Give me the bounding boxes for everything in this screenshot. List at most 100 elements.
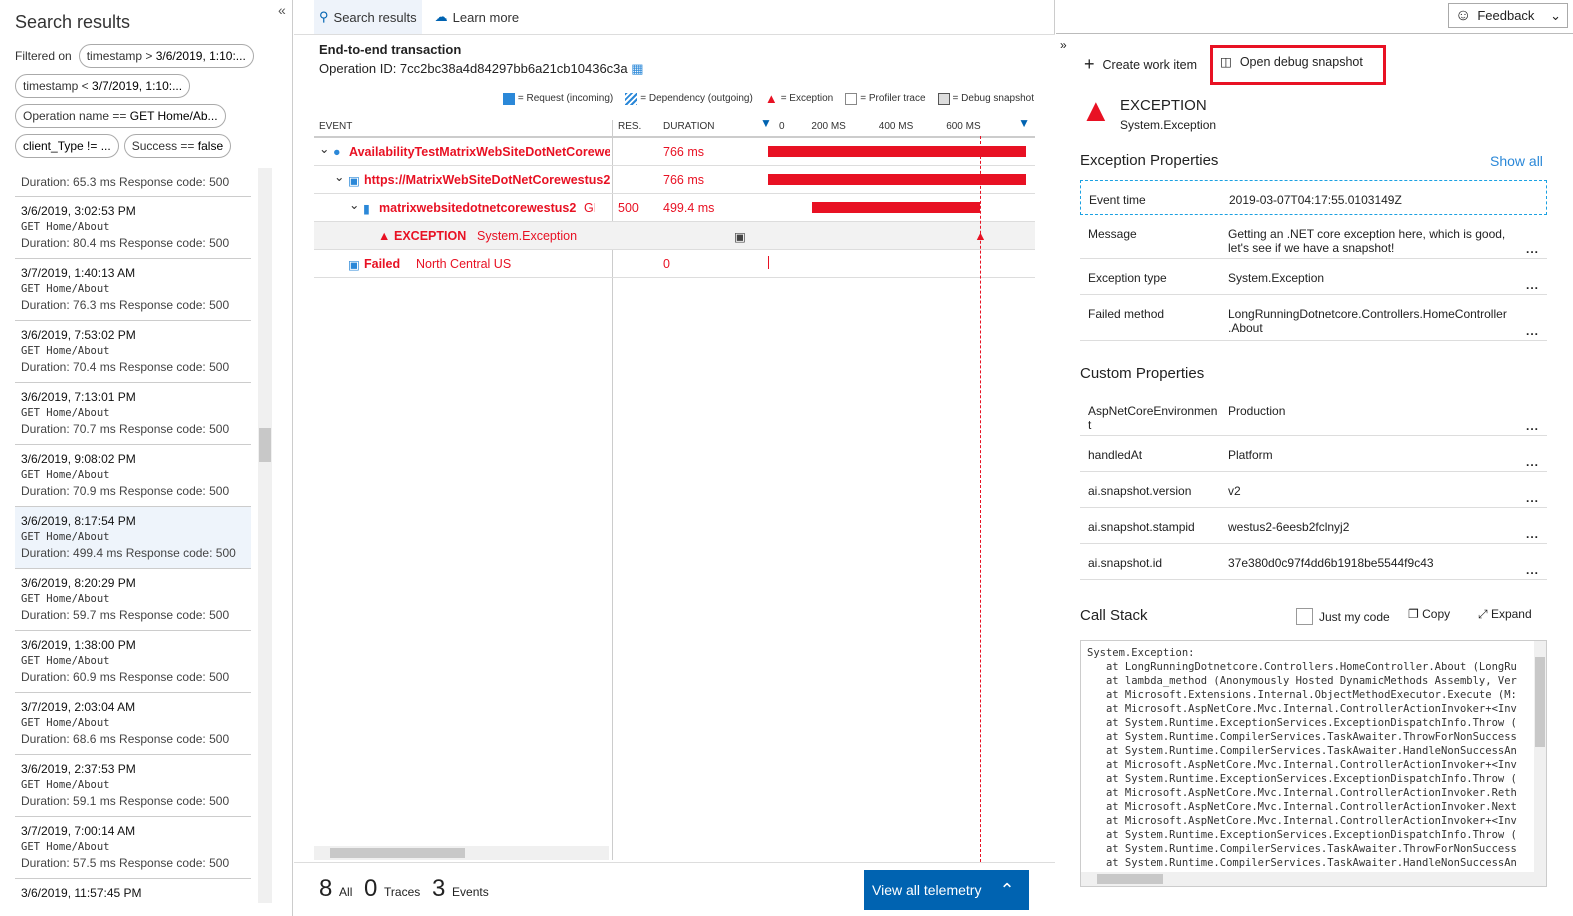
range-handle-icon[interactable]: ▼ <box>760 116 772 130</box>
h-scrollbar[interactable] <box>314 846 609 860</box>
property-row[interactable]: ai.snapshot.id 37e380d0c97f4dd6b1918be554… <box>1080 544 1547 580</box>
filter-pill[interactable]: client_Type != ... <box>15 134 119 158</box>
count-all[interactable]: 8 All <box>319 875 352 903</box>
view-all-telemetry-button[interactable]: View all telemetry ⌃ <box>864 870 1029 910</box>
list-item[interactable]: 3/6/2019, 2:37:53 PM GET Home/About Durati… <box>15 755 251 817</box>
expand-icon: ⤢ <box>1478 607 1488 621</box>
expand-icon[interactable]: » <box>1060 38 1067 52</box>
range-handle-icon[interactable]: ▼ <box>1018 116 1031 130</box>
tab-learn-more[interactable]: ☁ Learn more <box>430 0 524 34</box>
table-row[interactable]: ▣ Failed North Central US 0 <box>314 250 1035 278</box>
col-res[interactable]: RES. <box>618 121 642 132</box>
more-icon[interactable]: ... <box>1525 278 1539 292</box>
filter-value: client_Type != ... <box>23 139 111 153</box>
more-icon[interactable]: ... <box>1525 563 1539 577</box>
item-time: 3/6/2019, 7:53:02 PM <box>21 328 136 342</box>
smiley-icon: ☺ <box>1455 6 1472 24</box>
list-item[interactable]: 3/6/2019, 7:53:02 PM GET Home/About Durati… <box>15 321 251 383</box>
more-icon[interactable]: ... <box>1525 491 1539 505</box>
table-row[interactable]: ⌄▮ matrixwebsitedotnetcorewestus2 GET Home… <box>314 194 1035 222</box>
exception-title: EXCEPTION <box>1120 97 1207 114</box>
call-stack-text[interactable]: System.Exception: at LongRunningDotnetco… <box>1080 640 1547 887</box>
property-row[interactable]: Event time 2019-03-07T04:17:55.0103149Z <box>1080 180 1547 215</box>
list-scrollbar[interactable] <box>258 168 272 903</box>
filter-pill[interactable]: Operation name == GET Home/Ab... <box>15 104 226 128</box>
item-operation: GET Home/About <box>21 655 110 667</box>
more-icon[interactable]: ... <box>1525 242 1539 256</box>
button-label: Copy <box>1422 607 1451 621</box>
chevron-down-icon: ⌄ <box>1550 7 1561 23</box>
filtered-on-label: Filtered on <box>15 49 72 63</box>
chevron-down-icon[interactable]: ⌄ <box>319 142 330 156</box>
copy-button[interactable]: ❐ Copy <box>1408 607 1450 621</box>
chevron-down-icon[interactable]: ⌄ <box>334 170 345 184</box>
count-traces[interactable]: 0 Traces <box>364 875 420 903</box>
tab-search-results[interactable]: ⚲ Search results <box>314 0 422 34</box>
panel-title: Search results <box>15 12 131 32</box>
legend-label: = Debug snapshot <box>952 93 1034 104</box>
property-row[interactable]: handledAt Platform... <box>1080 436 1547 472</box>
property-row[interactable]: Message Getting an .NET core exception he… <box>1080 215 1547 259</box>
col-duration[interactable]: DURATION <box>663 121 715 132</box>
create-work-item-button[interactable]: + Create work item <box>1084 54 1197 75</box>
property-key: Message <box>1088 227 1137 241</box>
chevron-up-icon: ⌃ <box>999 879 1015 900</box>
more-icon[interactable]: ... <box>1525 324 1539 338</box>
property-row[interactable]: Exception type System.Exception... <box>1080 259 1547 295</box>
filter-pill[interactable]: timestamp < 3/7/2019, 1:10:... <box>15 74 191 98</box>
table-row[interactable]: ⌄ ▣ https://MatrixWebSiteDotNetCorewestus2… <box>314 166 1035 194</box>
transaction-panel: ⚲ Search results ☁ Learn more End-to-end t… <box>294 0 1055 916</box>
list-item[interactable]: 3/6/2019, 3:02:53 PM GET Home/About Durati… <box>15 197 251 259</box>
property-row[interactable]: Failed method LongRunningDotnetcore.Contr… <box>1080 295 1547 341</box>
table-row[interactable]: ⌄ ● AvailabilityTestMatrixWebSiteDotNetCor… <box>314 138 1035 166</box>
button-label: Expand <box>1490 607 1532 621</box>
list-item[interactable]: 3/6/2019, 8:17:54 PM GET Home/About Durati… <box>15 507 251 569</box>
more-icon[interactable]: ... <box>1525 419 1539 433</box>
list-item[interactable]: Duration: 65.3 ms Response code: 500 <box>15 168 251 197</box>
stack-h-scrollbar[interactable] <box>1081 872 1534 886</box>
event-duration: 0 <box>663 257 670 271</box>
list-item[interactable]: 3/7/2019, 2:03:04 AM GET Home/About Durati… <box>15 693 251 755</box>
scroll-thumb[interactable] <box>259 428 271 462</box>
table-row[interactable]: ▲ EXCEPTION System.Exception ▲ ▣ <box>314 222 1035 250</box>
stack-v-scrollbar[interactable] <box>1534 641 1546 886</box>
expand-button[interactable]: ⤢ Expand <box>1478 607 1532 622</box>
chevron-down-icon[interactable]: ⌄ <box>349 198 360 212</box>
property-row[interactable]: ai.snapshot.version v2... <box>1080 472 1547 508</box>
dependency-icon <box>625 92 638 105</box>
item-time: 3/7/2019, 2:03:04 AM <box>21 700 136 714</box>
property-row[interactable]: ai.snapshot.stampid westus2-6eesb2fclnyj2… <box>1080 508 1547 544</box>
item-detail: Duration: 70.7 ms Response code: 500 <box>21 422 230 436</box>
open-debug-snapshot-button[interactable]: ◫ Open debug snapshot <box>1220 54 1363 70</box>
legend-label: = Dependency (outgoing) <box>640 93 753 104</box>
axis-tick: 200 MS <box>811 121 846 132</box>
list-item[interactable]: 3/6/2019, 8:20:29 PM GET Home/About Durati… <box>15 569 251 631</box>
list-item[interactable]: 3/6/2019, 9:08:02 PM GET Home/About Durati… <box>15 445 251 507</box>
list-item[interactable]: 3/6/2019, 7:13:01 PM GET Home/About Durati… <box>15 383 251 445</box>
event-result: 500 <box>618 201 639 215</box>
filter-pill[interactable]: timestamp > 3/6/2019, 1:10:... <box>78 44 254 68</box>
search-icon: ⚲ <box>319 9 329 24</box>
property-key: AspNetCoreEnvironment <box>1088 404 1218 432</box>
web-icon: ▣ <box>348 258 360 272</box>
more-icon[interactable]: ... <box>1525 527 1539 541</box>
collapse-icon[interactable]: « <box>278 2 286 18</box>
event-subtitle: System.Exception <box>477 229 578 243</box>
list-item[interactable]: 3/7/2019, 7:00:14 AM GET Home/About Durati… <box>15 817 251 879</box>
event-subtitle: GET Home/About <box>584 201 595 215</box>
property-row[interactable]: AspNetCoreEnvironment Production... <box>1080 392 1547 436</box>
list-item[interactable]: 3/6/2019, 1:38:00 PM GET Home/About Durati… <box>15 631 251 693</box>
more-icon[interactable]: ... <box>1525 455 1539 469</box>
col-event[interactable]: EVENT <box>319 121 353 132</box>
feedback-button[interactable]: ☺ Feedback ⌄ <box>1448 3 1568 28</box>
list-item[interactable]: 3/7/2019, 1:40:13 AM GET Home/About Durati… <box>15 259 251 321</box>
property-key: Exception type <box>1088 271 1167 285</box>
grid-icon[interactable]: ▦ <box>631 61 644 76</box>
show-all-link[interactable]: Show all <box>1490 153 1543 169</box>
just-my-code-checkbox[interactable] <box>1296 608 1313 625</box>
count-events[interactable]: 3 Events <box>432 875 489 903</box>
debug-snapshot-icon[interactable]: ▣ <box>734 230 746 244</box>
filter-pill[interactable]: Success == false <box>123 134 232 158</box>
item-operation: GET Home/About <box>21 407 110 419</box>
